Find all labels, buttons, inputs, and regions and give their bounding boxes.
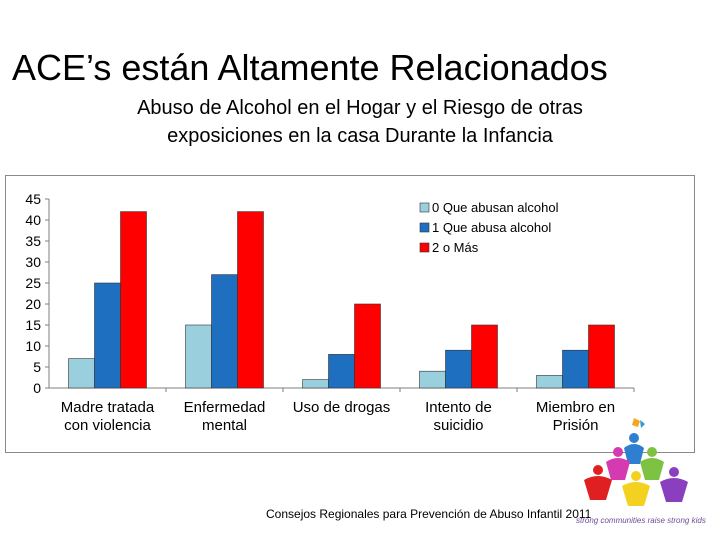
bar: [211, 274, 238, 389]
category-label: Uso de drogas: [293, 399, 391, 416]
bar: [445, 349, 472, 389]
bar: [562, 349, 589, 389]
y-tick-label: 0: [33, 380, 41, 396]
bar: [68, 358, 95, 389]
slide-subtitle: Abuso de Alcohol en el Hogar y el Riesgo…: [60, 94, 660, 150]
strong-communities-logo: [584, 418, 688, 506]
category-label: mental: [202, 417, 247, 434]
bar: [94, 282, 121, 389]
legend-label: 1 Que abusa alcohol: [432, 220, 551, 235]
legend-swatch: [419, 222, 430, 233]
logo-caption: strong communities raise strong kids: [576, 516, 706, 525]
y-tick-label: 10: [25, 338, 41, 354]
category-label: con violencia: [64, 417, 151, 434]
bar: [588, 324, 615, 389]
subtitle-line-2: exposiciones en la casa Durante la Infan…: [167, 125, 553, 147]
legend-swatch: [419, 242, 430, 253]
y-tick-label: 20: [25, 296, 41, 312]
bar: [237, 211, 264, 389]
legend-label: 2 o Más: [432, 240, 479, 255]
y-tick-label: 40: [25, 212, 41, 228]
category-label: Intento de: [425, 399, 492, 416]
y-tick-label: 30: [25, 254, 41, 270]
bar: [328, 354, 355, 389]
legend-label: 0 Que abusan alcohol: [432, 200, 559, 215]
bar: [185, 324, 212, 389]
subtitle-line-1: Abuso de Alcohol en el Hogar y el Riesgo…: [137, 97, 583, 119]
category-label: suicidio: [433, 417, 483, 434]
bar: [120, 211, 147, 389]
bar: [354, 303, 381, 389]
footer-credit: Consejos Regionales para Prevención de A…: [266, 507, 592, 521]
category-label: Miembro en: [536, 399, 615, 416]
category-label: Enfermedad: [184, 399, 266, 416]
bar: [471, 324, 498, 389]
y-tick-label: 35: [25, 233, 41, 249]
bar: [536, 375, 563, 389]
legend-swatch: [419, 202, 430, 213]
bar: [419, 370, 446, 389]
chart-area: 0 5 10 15 20 25 30 35 40 45 Madre tratada con viole…: [5, 175, 695, 453]
y-tick-label: 45: [25, 191, 41, 207]
y-tick-label: 5: [33, 359, 41, 375]
category-label: Prisión: [553, 417, 599, 434]
category-label: Madre tratada: [61, 399, 155, 416]
logo-figures-icon: [584, 418, 688, 506]
y-tick-label: 25: [25, 275, 41, 291]
slide-title: ACE’s están Altamente Relacionados: [12, 47, 608, 88]
y-tick-label: 15: [25, 317, 41, 333]
bar: [302, 379, 329, 389]
